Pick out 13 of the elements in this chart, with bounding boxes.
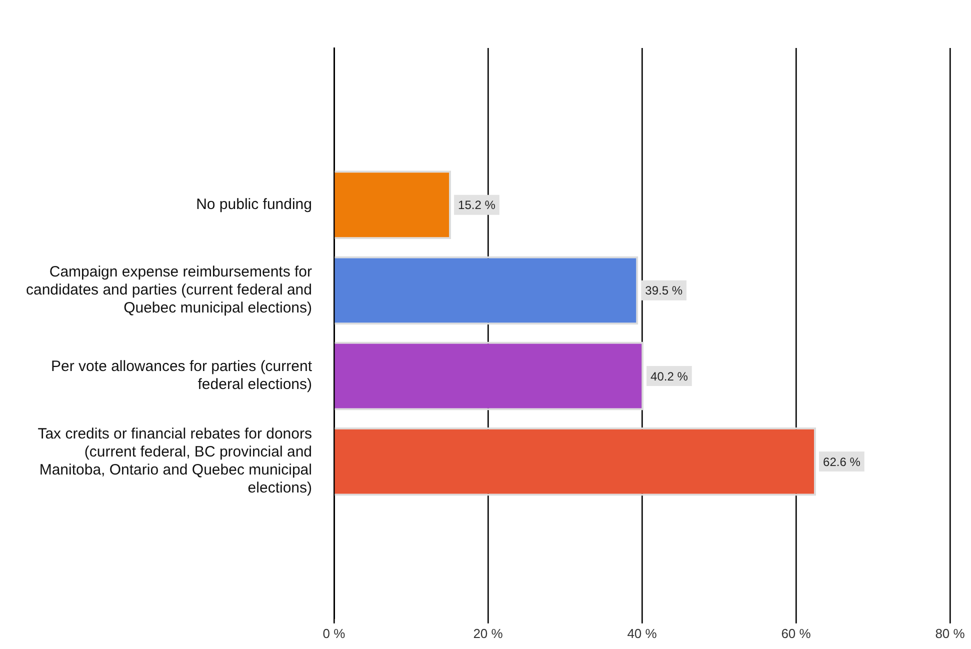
x-tick-label: 80 % [935,626,966,641]
data-label: 15.2 % [458,198,496,212]
data-label: 40.2 % [650,369,688,384]
y-tick-label: Campaign expense reimbursements for candidates and parties (current federal and Quebec municipal elections) [26,264,312,317]
x-tick-label: 0 % [322,626,346,641]
data-label: 39.5 % [645,284,683,298]
data-label: 62.6 % [823,454,861,469]
x-tick-label: 60 % [781,626,812,641]
y-tick-label: No public funding [196,196,312,213]
x-tick-label: 20 % [473,626,504,641]
y-tick-label: Tax credits or financial rebates for donors (current federal, BC provincial and Manitoba, Ontario and Quebec municipal elections) [38,426,312,497]
x-tick-label: 40 % [627,626,658,641]
y-tick-label: Per vote allowances for parties (current federal elections) [51,358,313,394]
